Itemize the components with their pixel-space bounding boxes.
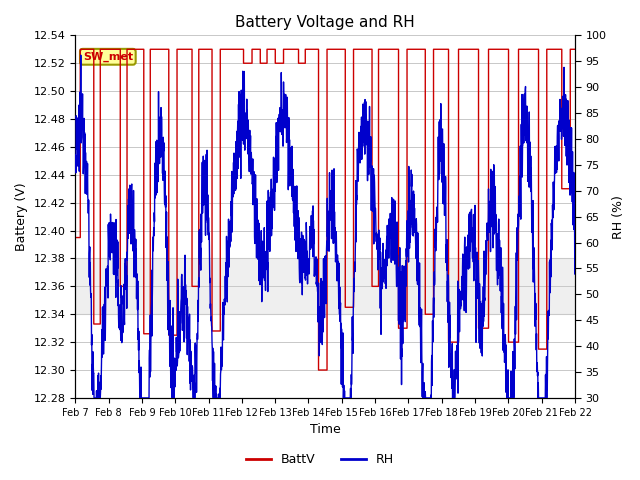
Title: Battery Voltage and RH: Battery Voltage and RH xyxy=(236,15,415,30)
Y-axis label: Battery (V): Battery (V) xyxy=(15,182,28,251)
Bar xyxy=(76,258,575,314)
Text: SW_met: SW_met xyxy=(83,52,133,62)
Legend: BattV, RH: BattV, RH xyxy=(241,448,399,471)
X-axis label: Time: Time xyxy=(310,423,340,436)
Y-axis label: RH (%): RH (%) xyxy=(612,195,625,239)
